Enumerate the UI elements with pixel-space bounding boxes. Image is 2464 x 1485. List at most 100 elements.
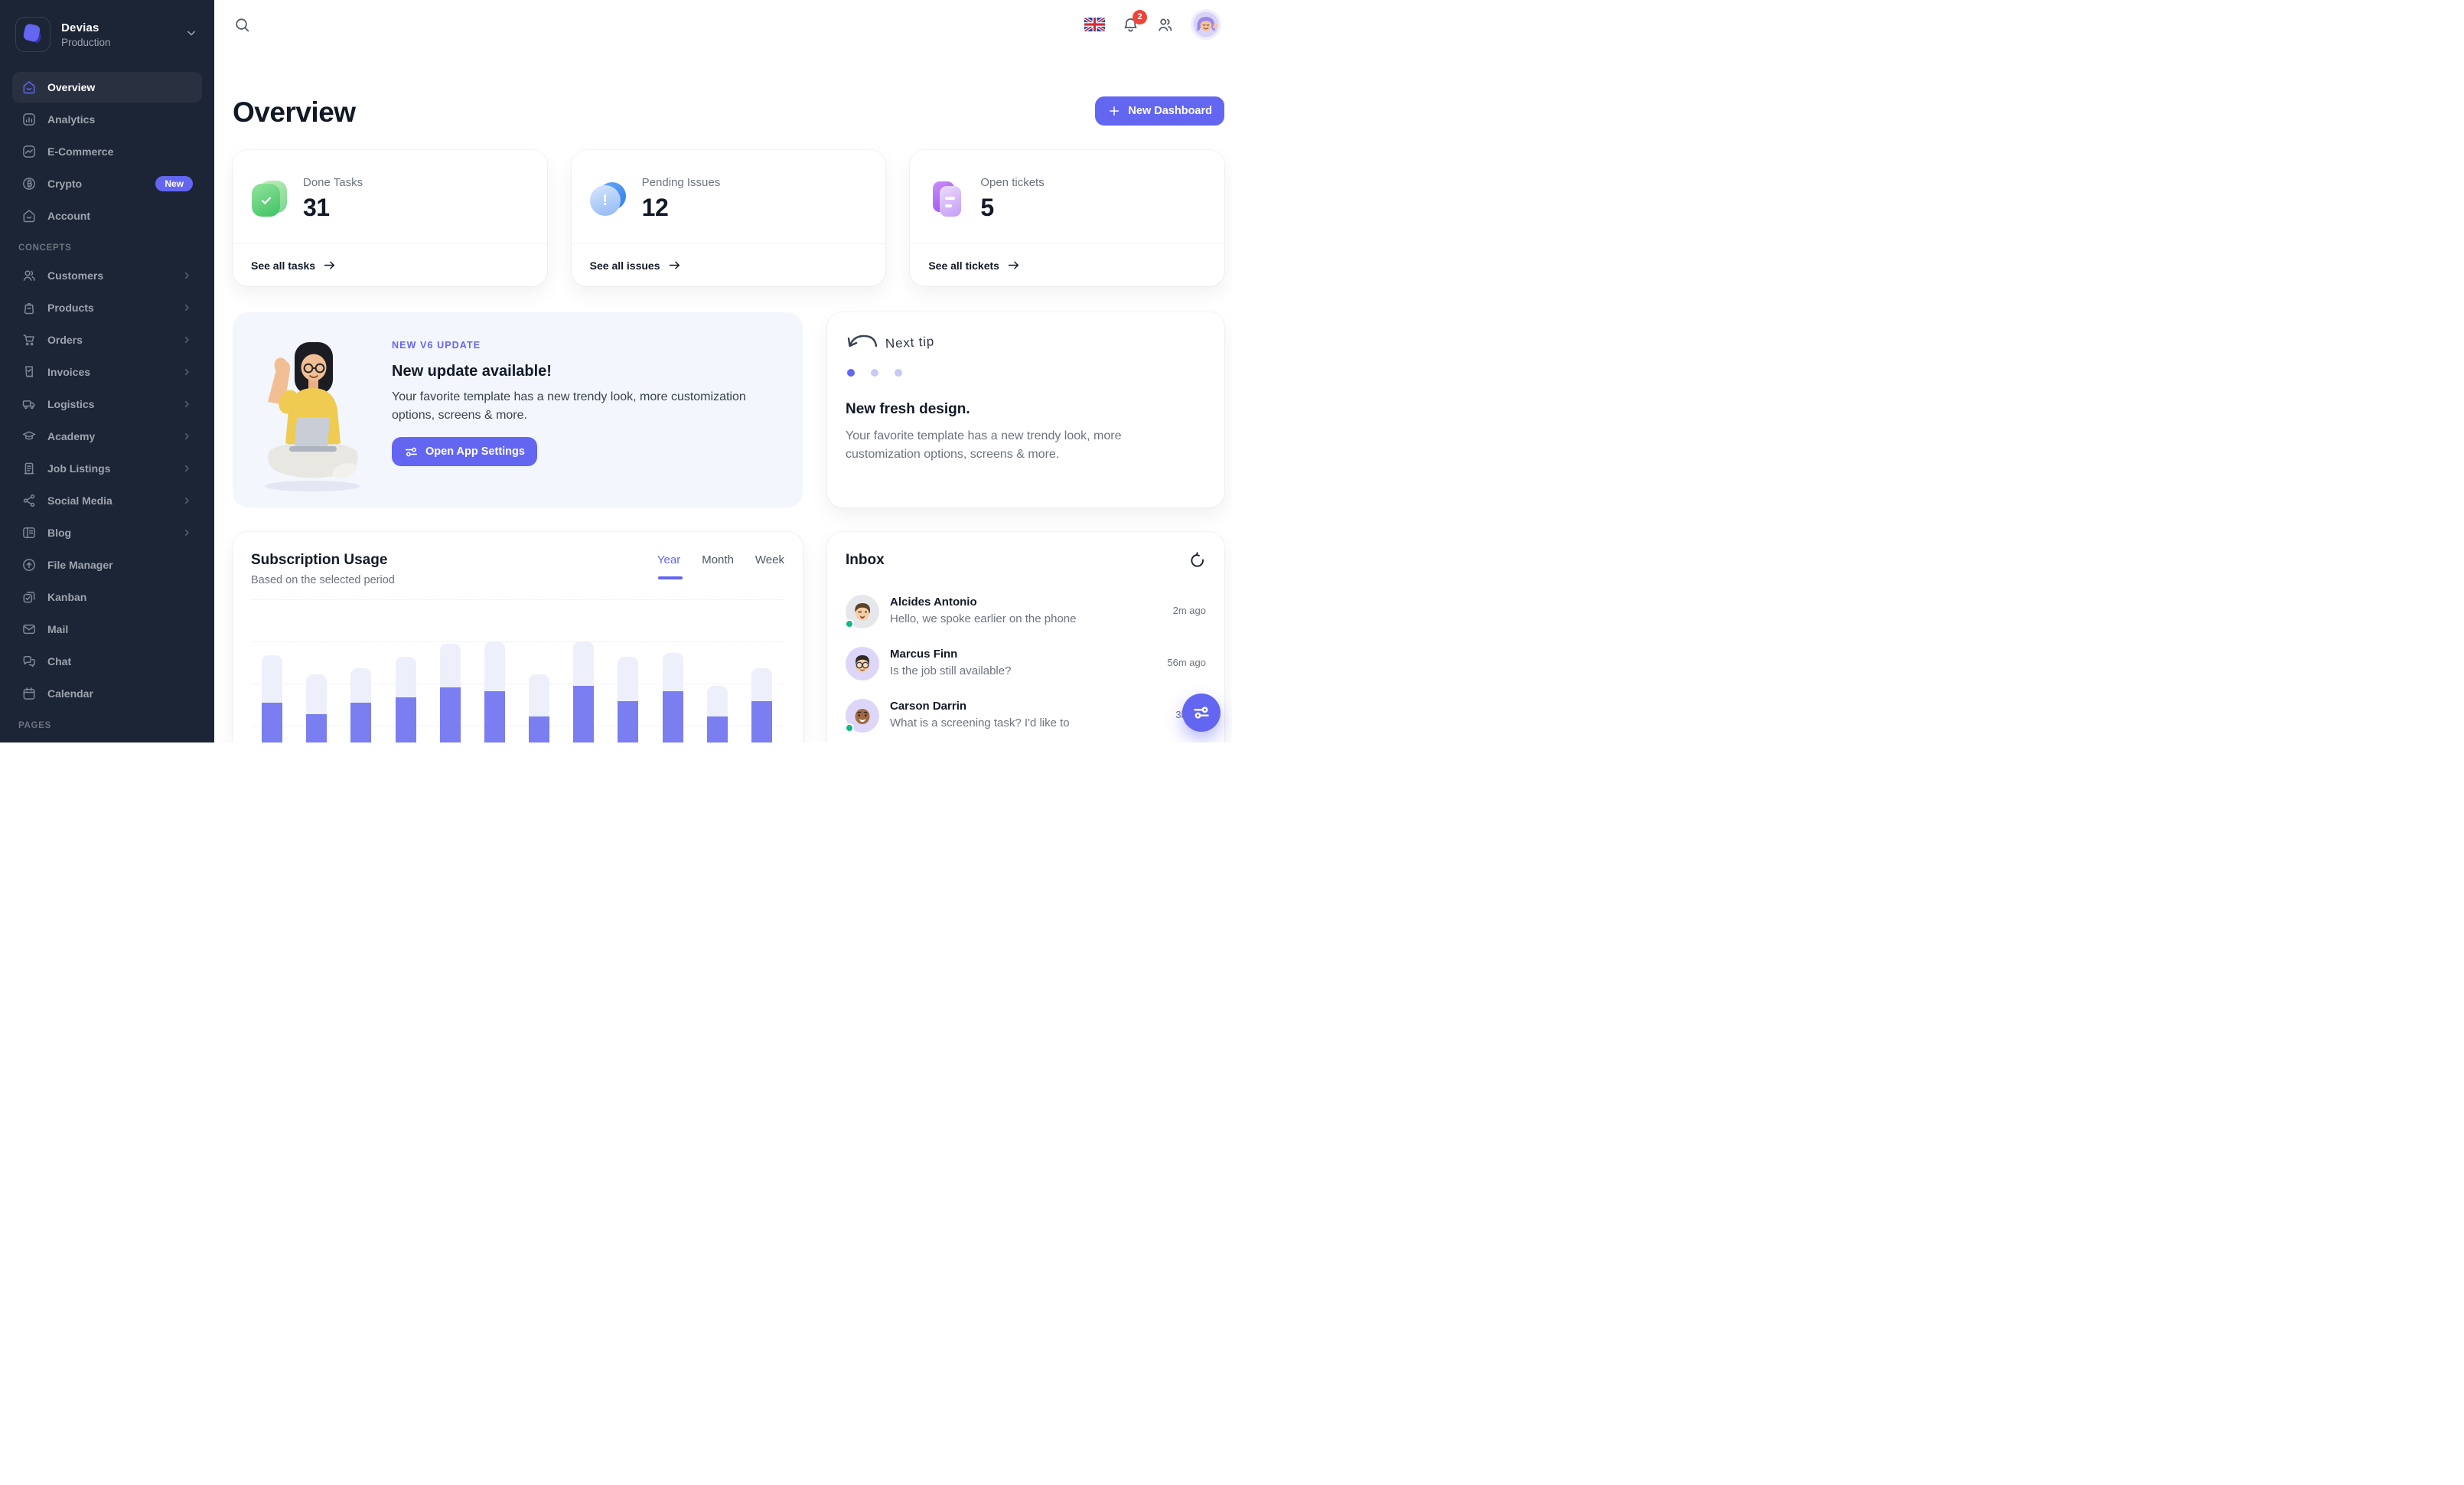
inbox-list: Alcides Antonio Hello, we spoke earlier … [845, 586, 1206, 742]
section-label-pages: PAGES [18, 721, 51, 730]
stats-row: Done Tasks 31 See all tasks [233, 150, 1224, 286]
tab-week[interactable]: Week [755, 553, 784, 566]
sidebar-item-overview[interactable]: Overview [12, 72, 202, 103]
contacts-button[interactable] [1156, 16, 1174, 34]
sidebar-item-academy[interactable]: Academy [12, 421, 202, 452]
trend-chart-icon [21, 144, 37, 159]
banner-eyebrow: NEW V6 UPDATE [392, 340, 481, 351]
notifications-button[interactable]: 2 [1122, 9, 1147, 34]
workspace-switcher[interactable]: Devias Production [12, 12, 202, 57]
see-all-tasks-link[interactable]: See all tasks [233, 244, 547, 286]
see-all-tickets-link[interactable]: See all tickets [910, 244, 1224, 286]
inbox-message-row[interactable]: Marcus Finn Is the job still available? … [846, 638, 1206, 690]
usage-bar-fill [618, 700, 639, 742]
avatar-marcus [846, 647, 879, 680]
sidebar-item-label: E-Commerce [47, 145, 114, 158]
user-avatar[interactable] [1191, 9, 1221, 40]
pending-issues-icon [589, 181, 627, 217]
new-dashboard-button[interactable]: New Dashboard [1095, 96, 1224, 126]
envelope-icon [21, 622, 37, 637]
usage-bar [662, 653, 683, 742]
sidebar-nav: Overview Analytics E-Commerce Crypto New… [12, 72, 202, 730]
sidebar-item-kanban[interactable]: Kanban [12, 582, 202, 612]
sidebar-item-label: Kanban [47, 591, 87, 603]
sidebar-item-social-media[interactable]: Social Media [12, 485, 202, 516]
workspace-subtitle: Production [61, 36, 111, 48]
sidebar-item-ecommerce[interactable]: E-Commerce [12, 136, 202, 167]
usage-bar-fill [439, 687, 461, 742]
sidebar-item-file-manager[interactable]: File Manager [12, 550, 202, 580]
tab-month[interactable]: Month [702, 553, 734, 566]
news-layout-icon [21, 525, 37, 540]
upload-circle-icon [21, 557, 37, 573]
dot[interactable] [895, 369, 902, 377]
sidebar-item-blog[interactable]: Blog [12, 517, 202, 548]
tab-year[interactable]: Year [657, 553, 683, 579]
notification-count-badge: 2 [1133, 9, 1147, 24]
online-indicator [845, 723, 854, 733]
sidebar-item-crypto[interactable]: Crypto New [12, 168, 202, 199]
language-flag-uk[interactable] [1084, 18, 1105, 31]
inbox-card: Inbox [827, 532, 1224, 742]
sidebar-item-mail[interactable]: Mail [12, 614, 202, 645]
divider [571, 243, 886, 244]
online-indicator [845, 619, 854, 628]
subscription-usage-card: Subscription Usage Based on the selected… [233, 532, 803, 742]
sidebar-item-invoices[interactable]: Invoices [12, 357, 202, 387]
stat-label: Open tickets [980, 176, 1045, 189]
app-settings-fab[interactable] [1182, 694, 1221, 732]
section-label-concepts: CONCEPTS [18, 243, 72, 253]
search-icon[interactable] [233, 16, 251, 34]
message-preview: What is a screening task? I'd like to [890, 716, 1070, 729]
inbox-message-row[interactable]: Alcides Antonio Hello, we spoke earlier … [845, 586, 1206, 638]
gridline [251, 599, 784, 600]
usage-bar-fill [306, 714, 328, 742]
sidebar-item-label: Job Listings [47, 462, 111, 475]
stat-label: Pending Issues [641, 176, 721, 189]
period-tabs: Year Month Week [657, 553, 784, 579]
sidebar-item-products[interactable]: Products [12, 292, 202, 323]
page-title: Overview [233, 96, 356, 128]
sidebar-item-account[interactable]: Account [12, 201, 202, 231]
update-banner-card: NEW V6 UPDATE New update available! Your… [233, 312, 803, 508]
sidebar-item-logistics[interactable]: Logistics [12, 389, 202, 419]
sidebar-item-label: Academy [47, 430, 96, 442]
stat-card-pending-issues: Pending Issues 12 See all issues [571, 150, 886, 286]
divider [910, 243, 1224, 244]
sidebar-item-label: Calendar [47, 687, 93, 700]
inbox-message-row[interactable]: Carson Darrin What is a screening task? … [845, 690, 1206, 742]
open-app-settings-button[interactable]: Open App Settings [392, 437, 537, 466]
sidebar-item-customers[interactable]: Customers [12, 260, 202, 291]
sidebar-item-calendar[interactable]: Calendar [12, 678, 202, 709]
arrow-right-icon [668, 259, 681, 272]
sidebar-item-label: Mail [47, 623, 69, 635]
users-icon [21, 268, 37, 283]
usage-bar-fill [706, 716, 728, 742]
sidebar-item-label: File Manager [47, 559, 113, 571]
sidebar-item-job-listings[interactable]: Job Listings [12, 453, 202, 484]
arrow-right-icon [323, 259, 336, 272]
workspace-title: Devias [61, 21, 99, 34]
dot-active[interactable] [847, 369, 855, 377]
sidebar-item-chat[interactable]: Chat [12, 646, 202, 677]
divider [233, 243, 547, 244]
refresh-icon [1189, 552, 1206, 569]
usage-bar [751, 668, 772, 742]
bottom-row: Subscription Usage Based on the selected… [233, 532, 1224, 742]
sidebar-item-analytics[interactable]: Analytics [12, 104, 202, 135]
usage-bar-fill [573, 685, 595, 742]
stat-card-done-tasks: Done Tasks 31 See all tasks [233, 150, 547, 286]
dot[interactable] [871, 369, 878, 377]
chevron-right-icon [181, 302, 193, 314]
see-all-issues-link[interactable]: See all issues [572, 244, 886, 286]
avatar-memoji [1191, 9, 1221, 40]
sidebar-item-orders[interactable]: Orders [12, 325, 202, 355]
sidebar-item-label: Products [47, 302, 94, 314]
sidebar-item-label: Blog [47, 527, 72, 539]
stat-value: 31 [303, 194, 330, 221]
usage-bar-fill [262, 703, 282, 742]
refresh-button[interactable] [1189, 552, 1206, 569]
chevron-right-icon [181, 334, 193, 346]
sidebar-item-label: Crypto [47, 178, 83, 190]
link-label: See all issues [589, 259, 660, 272]
